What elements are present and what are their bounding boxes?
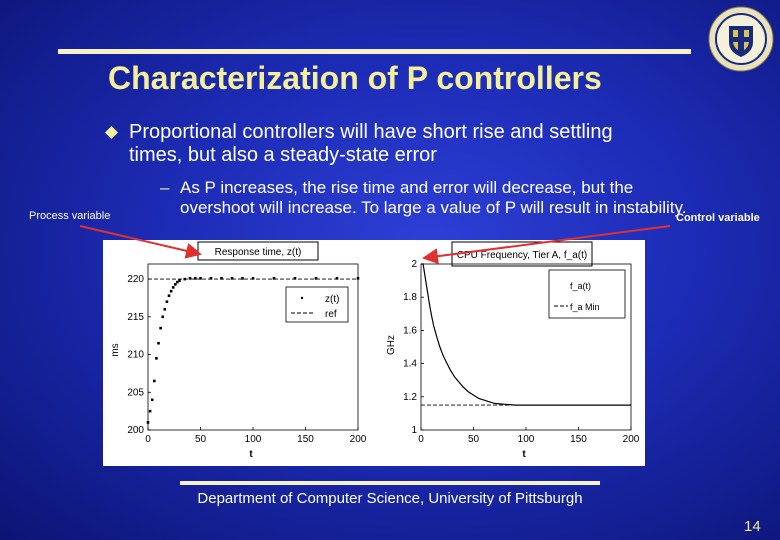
x-tick-label: 200 bbox=[623, 434, 640, 445]
data-point bbox=[174, 283, 177, 286]
x-tick-label: 100 bbox=[245, 434, 262, 445]
response-time-chart: Response time, z(t) ms t 0 50 100 150 200 200… bbox=[110, 241, 367, 460]
data-point bbox=[148, 409, 152, 413]
data-point bbox=[314, 277, 318, 280]
data-point bbox=[199, 277, 202, 280]
dash-bullet-icon: – bbox=[160, 178, 170, 197]
bullet-text: Proportional controllers will have short… bbox=[129, 121, 613, 166]
data-point bbox=[188, 277, 192, 280]
title-divider bbox=[58, 49, 691, 54]
data-point bbox=[167, 294, 171, 297]
data-point bbox=[153, 379, 156, 383]
data-point bbox=[150, 398, 154, 402]
data-point bbox=[251, 277, 255, 280]
y-tick-label: 215 bbox=[127, 312, 144, 323]
y-axis-label: GHz bbox=[386, 335, 397, 355]
y-tick-label: 220 bbox=[127, 274, 144, 285]
data-point bbox=[157, 341, 160, 345]
legend-label-fa: f_a(t) bbox=[570, 281, 591, 291]
slide-title: Characterization of P controllers bbox=[108, 60, 602, 96]
data-point bbox=[356, 277, 360, 280]
data-point bbox=[176, 280, 179, 284]
data-point bbox=[335, 277, 339, 280]
y-axis-label: ms bbox=[110, 343, 121, 356]
data-point bbox=[230, 277, 234, 280]
cpu-frequency-chart: CPU Frequency, Tier A, f_a(t) GHz t 0 50 1… bbox=[386, 241, 640, 460]
legend-label-ref: ref bbox=[325, 309, 337, 320]
legend-label-z: z(t) bbox=[325, 294, 339, 305]
data-point bbox=[146, 421, 150, 424]
chart-title: CPU Frequency, Tier A, f_a(t) bbox=[457, 250, 587, 261]
sub-bullet-text: As P increases, the rise time and error … bbox=[180, 178, 687, 217]
data-point bbox=[209, 277, 213, 280]
data-point bbox=[165, 300, 169, 304]
process-variable-label: Process variable bbox=[29, 210, 111, 222]
x-tick-label: 100 bbox=[518, 434, 535, 445]
data-point bbox=[241, 277, 244, 280]
footer-text: Department of Computer Science, Universi… bbox=[197, 490, 583, 507]
data-point bbox=[220, 277, 223, 280]
chart-title: Response time, z(t) bbox=[215, 247, 302, 258]
y-tick-label: 1.2 bbox=[403, 392, 417, 403]
x-axis-label: t bbox=[522, 449, 526, 460]
y-tick-label: 1.4 bbox=[403, 359, 417, 370]
data-point bbox=[272, 277, 276, 280]
y-tick-label: 210 bbox=[127, 350, 144, 361]
y-tick-label: 1.8 bbox=[403, 292, 417, 303]
x-tick-label: 0 bbox=[145, 434, 151, 445]
x-tick-label: 150 bbox=[297, 434, 314, 445]
x-tick-label: 50 bbox=[468, 434, 480, 445]
footer-divider bbox=[180, 481, 600, 485]
legend-box bbox=[285, 286, 349, 323]
university-seal-icon bbox=[708, 6, 774, 72]
legend-box bbox=[548, 269, 626, 319]
control-variable-label: Control variable bbox=[676, 212, 760, 224]
data-point bbox=[159, 326, 162, 330]
data-point bbox=[293, 277, 297, 280]
page-number: 14 bbox=[744, 518, 761, 535]
legend-marker-z bbox=[300, 296, 304, 300]
data-point bbox=[155, 357, 158, 360]
data-point bbox=[193, 277, 197, 280]
legend-label-fmin: f_a Min bbox=[570, 302, 600, 312]
y-tick-label: 1.6 bbox=[403, 325, 417, 336]
x-tick-label: 150 bbox=[570, 434, 587, 445]
y-tick-label: 2 bbox=[411, 259, 417, 270]
data-point bbox=[171, 286, 175, 289]
plots-panel: Response time, z(t) ms t 0 50 100 150 200 200… bbox=[103, 240, 645, 466]
x-tick-label: 200 bbox=[350, 434, 367, 445]
data-point bbox=[163, 307, 167, 311]
data-point bbox=[169, 289, 173, 293]
data-point bbox=[161, 315, 164, 319]
data-point bbox=[178, 279, 181, 282]
y-tick-label: 205 bbox=[127, 387, 144, 398]
x-tick-label: 50 bbox=[195, 434, 207, 445]
diamond-bullet-icon bbox=[105, 126, 118, 139]
y-tick-label: 200 bbox=[127, 425, 144, 436]
x-tick-label: 0 bbox=[418, 434, 424, 445]
y-tick-label: 1 bbox=[411, 425, 417, 436]
x-axis-label: t bbox=[249, 449, 253, 460]
